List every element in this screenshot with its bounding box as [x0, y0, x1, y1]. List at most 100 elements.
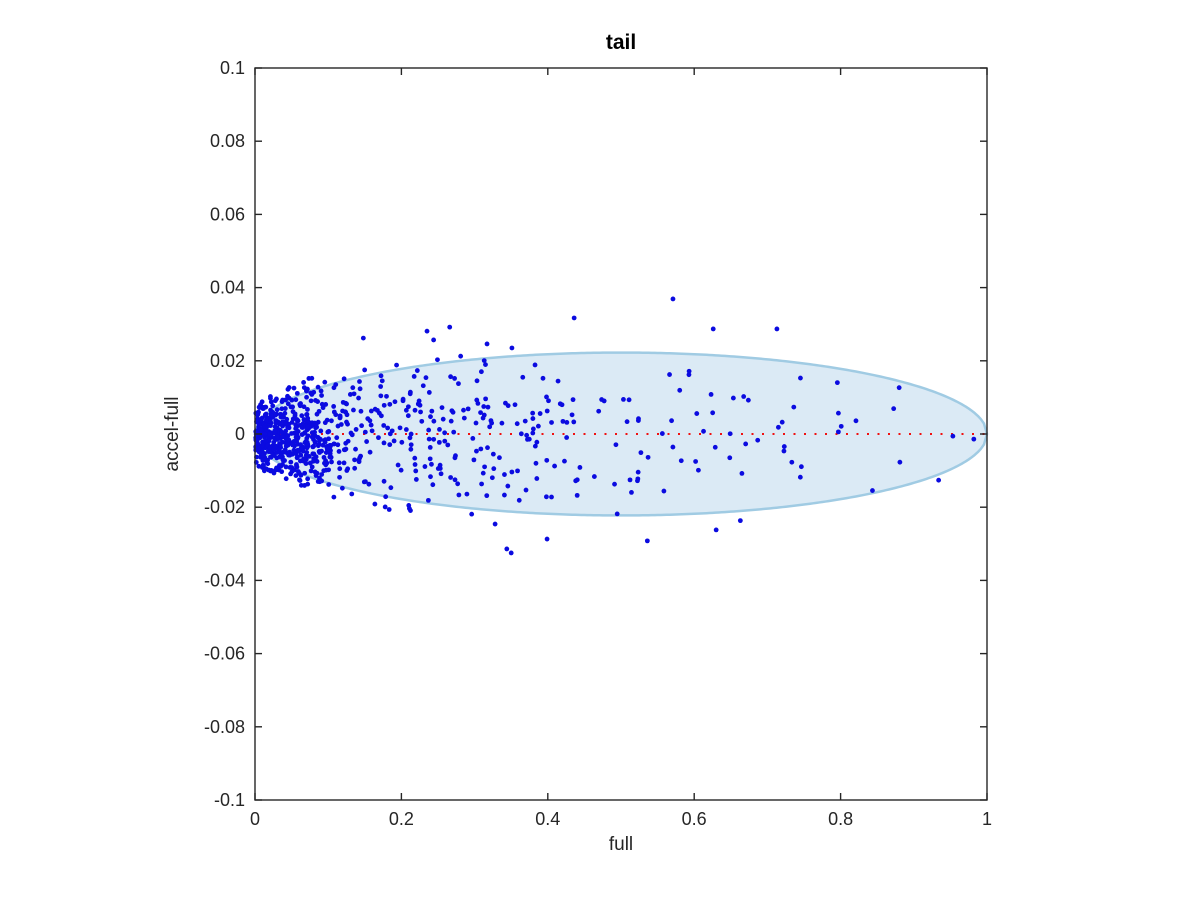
scatter-point — [282, 406, 288, 411]
scatter-point — [532, 443, 538, 449]
scatter-point — [364, 439, 370, 444]
scatter-point — [490, 451, 496, 457]
scatter-point — [412, 407, 418, 413]
scatter-point — [667, 372, 672, 377]
scatter-point — [474, 378, 480, 384]
scatter-point — [621, 397, 626, 402]
scatter-point — [577, 465, 583, 470]
scatter-point — [305, 407, 310, 412]
scatter-point — [591, 474, 597, 479]
scatter-point — [317, 438, 322, 444]
scatter-point — [288, 404, 294, 410]
scatter-point — [304, 442, 310, 448]
scatter-point — [350, 385, 356, 391]
scatter-point — [504, 546, 510, 552]
scatter-point — [520, 374, 526, 380]
scatter-point — [283, 428, 289, 434]
scatter-point — [512, 402, 518, 408]
scatter-point — [389, 428, 395, 434]
scatter-point — [701, 428, 706, 434]
scatter-point — [260, 443, 265, 449]
scatter-point — [347, 392, 353, 397]
scatter-point — [485, 445, 490, 451]
scatter-point — [299, 413, 305, 419]
scatter-point — [280, 457, 286, 463]
scatter-point — [424, 328, 430, 334]
scatter-point — [534, 439, 540, 445]
scatter-point — [337, 466, 343, 472]
scatter-point — [301, 404, 307, 410]
scatter-point — [492, 521, 498, 527]
scatter-point — [301, 380, 306, 385]
scatter-point — [367, 418, 373, 424]
scatter-point — [412, 462, 418, 467]
scatter-point — [502, 492, 507, 498]
scatter-point — [273, 420, 279, 426]
scatter-point — [478, 369, 484, 375]
scatter-point — [435, 466, 441, 471]
scatter-point — [737, 518, 743, 524]
y-tick-label: -0.04 — [204, 570, 245, 590]
scatter-point — [644, 538, 650, 544]
scatter-point — [302, 483, 307, 488]
scatter-point — [413, 468, 419, 474]
scatter-point — [574, 492, 580, 498]
scatter-point — [836, 410, 841, 416]
scatter-point — [358, 408, 364, 414]
scatter-point — [438, 471, 444, 477]
x-axis-label: full — [609, 834, 633, 855]
scatter-point — [407, 506, 412, 511]
scatter-point — [596, 408, 602, 414]
scatter-point — [431, 436, 437, 442]
scatter-point — [638, 450, 644, 456]
scatter-point — [423, 375, 429, 381]
scatter-point — [319, 472, 325, 477]
scatter-point — [383, 494, 389, 500]
scatter-point — [465, 406, 471, 412]
scatter-point — [260, 452, 266, 458]
scatter-point — [388, 485, 394, 491]
scatter-point — [353, 427, 359, 432]
y-axis-label: accel-full — [162, 397, 183, 472]
scatter-point — [329, 459, 334, 465]
scatter-point — [340, 399, 346, 405]
scatter-point — [334, 435, 340, 441]
scatter-point — [686, 372, 692, 378]
scatter-point — [372, 406, 378, 412]
scatter-point — [349, 491, 355, 497]
scatter-point — [518, 431, 524, 437]
scatter-point — [573, 478, 579, 484]
scatter-point — [422, 464, 428, 469]
scatter-point — [295, 454, 300, 460]
scatter-point — [741, 394, 747, 399]
scatter-point — [296, 470, 302, 476]
scatter-point — [293, 397, 299, 403]
scatter-point — [295, 436, 300, 441]
scatter-point — [491, 466, 497, 472]
scatter-point — [710, 410, 716, 416]
scatter-point — [381, 423, 387, 428]
scatter-point — [535, 423, 541, 429]
scatter-point — [353, 446, 358, 452]
scatter-point — [612, 481, 617, 487]
scatter-point — [544, 394, 549, 400]
scatter-point — [426, 427, 432, 433]
scatter-point — [301, 417, 307, 422]
scatter-point — [544, 457, 550, 463]
scatter-point — [306, 376, 312, 381]
scatter-point — [455, 481, 461, 487]
scatter-point — [448, 475, 454, 480]
scatter-point — [262, 423, 268, 429]
scatter-point — [293, 430, 299, 436]
y-tick-label: 0.08 — [210, 131, 245, 151]
scatter-point — [263, 438, 269, 444]
scatter-point — [256, 463, 262, 469]
scatter-point — [499, 420, 505, 426]
scatter-point — [345, 438, 351, 444]
scatter-point — [314, 424, 320, 430]
scatter-point — [367, 449, 373, 455]
scatter-point — [323, 467, 329, 473]
scatter-point — [255, 436, 261, 442]
scatter-point — [659, 431, 665, 436]
